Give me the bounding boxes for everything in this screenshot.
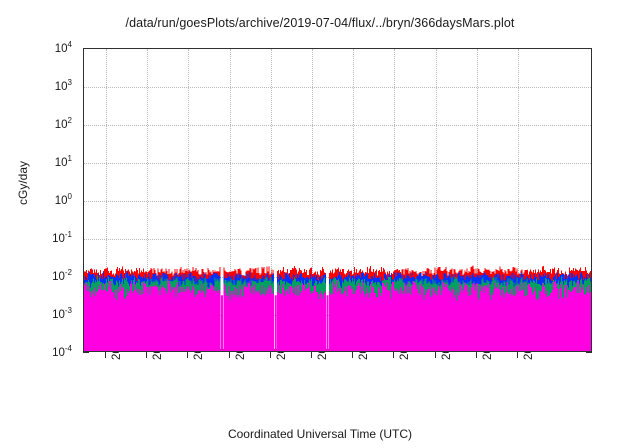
y-axis-tick-label: 10-1 [52,230,72,245]
gridline-horizontal [84,125,591,126]
stacked-band-series [84,265,591,351]
gridline-horizontal [84,201,591,202]
gridline-vertical [394,49,396,351]
gridline-horizontal [84,239,591,240]
x-axis-tick-mark [434,352,436,358]
data-series-canvas [84,49,591,351]
gridline-vertical [147,49,149,351]
x-axis-tick-mark [517,352,518,358]
gridline-vertical [106,49,107,351]
x-axis-tick-mark [393,352,395,358]
gridline-vertical [270,49,272,351]
y-axis-tick-label: 103 [54,78,72,93]
y-axis-tick-label: 10-4 [52,344,72,359]
gridline-vertical [476,49,478,351]
plot-title: /data/run/goesPlots/archive/2019-07-04/f… [125,16,515,30]
y-axis-tick-mark [83,352,89,353]
x-axis-tick-mark [269,352,271,358]
gridline-vertical [353,49,355,351]
x-axis-title: Coordinated Universal Time (UTC) [227,427,413,441]
x-axis-tick-mark [311,352,312,358]
x-axis-tick-mark [475,352,477,358]
gridline-vertical [229,49,231,351]
gridline-vertical [188,49,190,351]
y-axis-tick-label: 102 [54,116,72,131]
gridline-vertical [518,49,519,351]
y-axis-tick-label: 100 [54,192,72,207]
series-band-magenta [84,279,591,351]
gridline-horizontal [84,87,591,88]
y-axis-tick-label: 10-2 [52,268,72,283]
gridline-vertical [312,49,313,351]
gridline-horizontal [84,163,591,164]
x-axis-tick-mark [352,352,354,358]
x-axis-tick-mark [187,352,189,358]
y-axis-tick-label: 104 [54,40,72,55]
y-axis-tick-mark [586,352,592,353]
gridline-vertical [435,49,437,351]
x-axis-tick-mark [105,352,106,358]
x-axis-tick-mark [146,352,148,358]
x-axis-tick-mark [228,352,230,358]
plot-area [83,48,592,352]
y-axis-tick-label: 101 [54,154,72,169]
y-axis-tick-label: 10-3 [52,306,72,321]
y-axis-title: cGy/day [16,161,30,206]
